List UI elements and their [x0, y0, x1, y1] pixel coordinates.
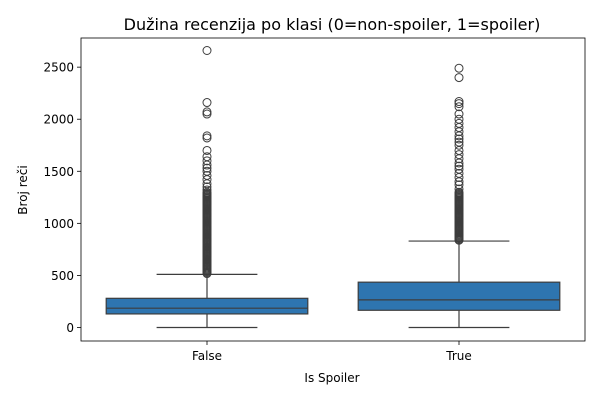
- outlier-point: [202, 45, 212, 55]
- outlier-point: [454, 134, 464, 144]
- outlier-point: [454, 150, 464, 160]
- outlier-point: [454, 187, 464, 197]
- outlier-point: [454, 114, 464, 124]
- outlier-point: [454, 73, 464, 83]
- box-false: [105, 45, 309, 329]
- outlier-point: [202, 182, 212, 192]
- box-group: [105, 45, 561, 329]
- outlier-point: [202, 145, 212, 155]
- outlier-point: [454, 168, 464, 178]
- outlier-point: [454, 109, 464, 119]
- outlier-point: [454, 180, 464, 190]
- outlier-point: [202, 107, 212, 117]
- outlier-point: [202, 133, 212, 143]
- x-axis-label: Is Spoiler: [304, 371, 359, 385]
- outlier-point: [454, 184, 464, 194]
- outlier-point: [454, 63, 464, 73]
- y-tick-label: 2000: [43, 113, 74, 127]
- y-tick-label: 2500: [43, 61, 74, 75]
- outlier-point: [202, 185, 212, 195]
- box-true: [357, 63, 561, 329]
- outlier-point: [202, 156, 212, 166]
- outlier-point: [202, 152, 212, 162]
- outlier-point: [202, 163, 212, 173]
- y-axis-label: Broj reči: [16, 165, 30, 214]
- outlier-point: [202, 131, 212, 141]
- y-tick-label: 1500: [43, 165, 74, 179]
- iqr-box: [105, 297, 309, 315]
- outlier-point: [454, 137, 464, 147]
- x-axis: False True: [192, 341, 472, 363]
- outlier-point: [454, 99, 464, 109]
- outlier-point: [202, 187, 212, 197]
- y-tick-label: 0: [66, 321, 74, 335]
- outlier-point: [454, 164, 464, 174]
- outlier-point: [202, 109, 212, 119]
- chart-title: Dužina recenzija po klasi (0=non-spoiler…: [124, 15, 541, 34]
- y-tick-label: 1000: [43, 217, 74, 231]
- y-tick-label: 500: [51, 269, 74, 283]
- outlier-point: [202, 170, 212, 180]
- y-axis: 0 500 1000 1500 2000 2500: [43, 61, 81, 335]
- plot-area-frame: [80, 37, 586, 342]
- x-tick-label: True: [445, 349, 472, 363]
- outlier-point: [202, 166, 212, 176]
- x-tick-label: False: [192, 349, 222, 363]
- outlier-point: [454, 97, 464, 107]
- outlier-point: [454, 140, 464, 150]
- outlier-point: [202, 98, 212, 108]
- iqr-box: [357, 281, 561, 311]
- outlier-point: [454, 161, 464, 171]
- outlier-point: [454, 118, 464, 128]
- outlier-point: [454, 102, 464, 112]
